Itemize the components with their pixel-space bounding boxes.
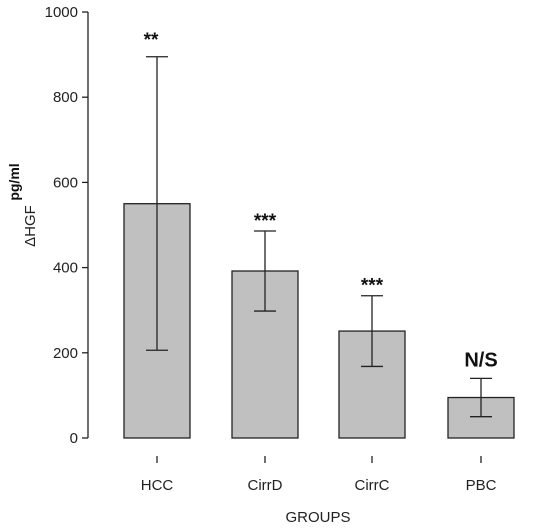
- y-tick-label: 200: [53, 345, 78, 362]
- significance-label: ***: [361, 276, 384, 297]
- y-tick-label: 400: [53, 260, 78, 277]
- y-tick-label: 600: [53, 174, 78, 191]
- x-axis: HCC CirrD CirrC PBC: [141, 456, 497, 494]
- y-tick-label: 0: [70, 430, 78, 447]
- significance-label: ***: [254, 211, 277, 232]
- y-axis-unit: pg/ml: [6, 163, 22, 200]
- y-tick-label: 1000: [45, 4, 78, 21]
- bars: [123, 203, 515, 439]
- y-axis-title: ΔHGF: [22, 205, 39, 247]
- x-tick-label: CirrC: [355, 477, 390, 494]
- significance-label: N/S: [464, 349, 497, 371]
- error-bars: [146, 56, 492, 418]
- significance-labels: ********N/S: [144, 30, 498, 371]
- y-tick-label: 800: [53, 89, 78, 106]
- x-axis-title: GROUPS: [285, 509, 350, 526]
- x-tick-label: HCC: [141, 477, 174, 494]
- significance-label: **: [144, 30, 159, 51]
- x-tick-label: PBC: [466, 477, 497, 494]
- x-tick-label: CirrD: [248, 477, 283, 494]
- y-axis: 0 200 400 600 800 1000: [45, 4, 89, 447]
